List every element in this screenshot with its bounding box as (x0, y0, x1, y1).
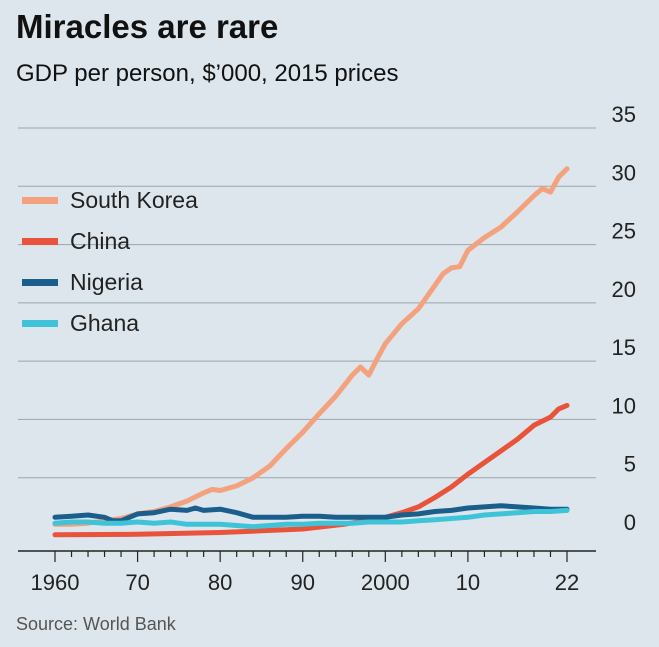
x-tick-label: 70 (125, 570, 149, 595)
y-tick-label: 35 (612, 102, 636, 127)
chart-title: Miracles are rare (16, 8, 279, 45)
series-line-south-korea (52, 166, 570, 527)
y-tick-label: 30 (612, 160, 636, 185)
x-tick-label: 10 (456, 570, 480, 595)
x-tick-label: 1960 (31, 570, 80, 595)
y-tick-label: 5 (624, 452, 636, 477)
legend-swatch (22, 278, 58, 286)
legend-swatch (22, 196, 58, 204)
legend-label: South Korea (70, 186, 198, 213)
series-lines (52, 166, 570, 538)
legend-item: Nigeria (22, 267, 143, 297)
y-tick-label: 20 (612, 277, 636, 302)
axes: 0 5 10 15 20 25 30 35 1960 70 80 90 2000 10 22 (18, 102, 636, 595)
x-tick-label: 2000 (361, 570, 410, 595)
y-tick-label: 15 (612, 335, 636, 360)
y-tick-label: 0 (624, 510, 636, 535)
legend-swatch (22, 237, 58, 245)
chart-subtitle: GDP per person, $’000, 2015 prices (16, 60, 399, 87)
source-note: Source: World Bank (16, 614, 176, 634)
y-tick-label: 25 (612, 219, 636, 244)
legend-item: China (22, 226, 130, 256)
series-line-ghana (52, 507, 570, 530)
x-tick-label: 90 (290, 570, 314, 595)
legend-label: China (70, 227, 131, 254)
legend-item: Ghana (22, 308, 139, 338)
y-tick-label: 10 (612, 393, 636, 418)
gridlines (18, 127, 596, 479)
legend-item: South Korea (22, 185, 198, 215)
x-tick-label: 22 (555, 570, 579, 595)
series-line-nigeria (52, 503, 570, 524)
legend-swatch (22, 319, 58, 327)
series-line-china (52, 402, 570, 538)
x-tick-label: 80 (208, 570, 232, 595)
legend-label: Ghana (70, 309, 140, 336)
legend-label: Nigeria (70, 268, 143, 295)
